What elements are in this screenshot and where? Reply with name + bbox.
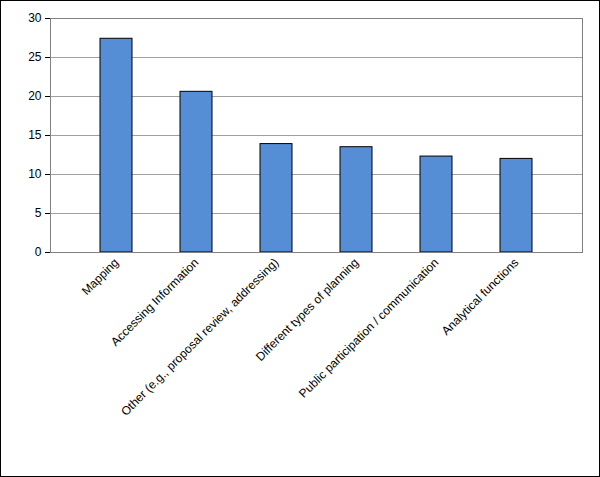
svg-text:20: 20 <box>28 89 42 103</box>
svg-text:15: 15 <box>28 128 42 142</box>
svg-text:5: 5 <box>35 206 42 220</box>
svg-text:Public participation / communi: Public participation / communication <box>296 255 441 400</box>
svg-text:Analytical functions: Analytical functions <box>439 255 522 338</box>
svg-text:Mapping: Mapping <box>79 255 121 297</box>
svg-text:Other (e.g., proposal review,: Other (e.g., proposal review, addressing… <box>118 255 281 418</box>
svg-text:25: 25 <box>28 50 42 64</box>
svg-text:10: 10 <box>28 167 42 181</box>
svg-text:0: 0 <box>35 245 42 259</box>
svg-text:30: 30 <box>28 11 42 25</box>
svg-text:Accessing Information: Accessing Information <box>108 255 201 348</box>
svg-text:Different types of planning: Different types of planning <box>253 255 362 364</box>
